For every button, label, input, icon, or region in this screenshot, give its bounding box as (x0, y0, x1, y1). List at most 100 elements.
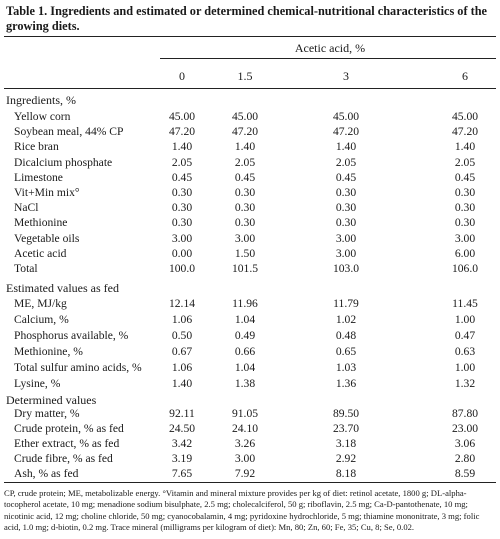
table-row: Vegetable oils 3.00 3.00 3.00 3.00 (0, 232, 500, 246)
column-header: 1.5 (237, 69, 253, 83)
table-cell: 106.0 (451, 262, 479, 275)
table-cell: 2.92 (335, 452, 357, 465)
row-label: Phosphorus available, % (14, 328, 129, 342)
table-row: Crude protein, % as fed 24.50 24.10 23.70 23… (0, 422, 500, 436)
column-header: 3 (343, 69, 349, 83)
table-cell: 89.50 (332, 407, 360, 420)
table-cell: 1.03 (335, 360, 357, 374)
table-cell: 2.05 (335, 155, 357, 169)
table-row: Vit+Min mix° 0.30 0.30 0.30 0.30 (0, 186, 500, 200)
table-cell: 11.79 (333, 297, 359, 310)
table-cell: 1.04 (234, 312, 256, 326)
table-cell: 11.96 (232, 297, 258, 310)
table-cell: 0.50 (171, 328, 193, 342)
table-row: Crude fibre, % as fed 3.19 3.00 2.92 2.80 (0, 452, 500, 466)
table-row: Calcium, % 1.06 1.04 1.02 1.00 (0, 313, 500, 327)
row-label: Methionine, % (14, 344, 83, 358)
table-title: Table 1. Ingredients and estimated or de… (6, 4, 488, 33)
table-cell: 0.30 (171, 186, 193, 199)
table-cell: 101.5 (231, 262, 259, 275)
table-row: Ether extract, % as fed 3.42 3.26 3.18 3.06 (0, 437, 500, 451)
row-label: NaCl (14, 201, 39, 215)
table-cell: 1.06 (171, 360, 193, 374)
table-cell: 0.65 (335, 344, 357, 358)
table-cell: 7.92 (234, 467, 256, 480)
table-row: Total 100.0 101.5 103.0 106.0 (0, 262, 500, 276)
table-cell: 3.19 (171, 452, 193, 465)
row-label: Yellow corn (14, 110, 71, 123)
table-cell: 23.00 (451, 422, 479, 435)
section-heading: Estimated values as fed (6, 281, 119, 295)
table-cell: 45.00 (231, 110, 259, 123)
table-cell: 0.63 (454, 344, 476, 358)
row-label: Methionine (14, 216, 68, 230)
table-cell: 0.47 (454, 328, 476, 342)
table-row: Lysine, % 1.40 1.38 1.36 1.32 (0, 377, 500, 391)
table-cell: 0.49 (234, 328, 256, 342)
row-label: Total (14, 262, 38, 275)
table-cell: 0.30 (234, 216, 256, 230)
table-cell: 2.80 (454, 452, 476, 465)
table-cell: 0.30 (454, 216, 476, 230)
table-cell: 3.18 (335, 437, 357, 450)
table-cell: 45.00 (451, 110, 479, 123)
table-cell: 47.20 (332, 125, 360, 139)
row-label: Total sulfur amino acids, % (14, 360, 142, 374)
row-label: Calcium, % (14, 312, 69, 326)
table-cell: 91.05 (231, 407, 259, 420)
table-cell: 0.66 (234, 344, 256, 358)
row-label: Dicalcium phosphate (14, 155, 113, 169)
table-cell: 3.42 (171, 437, 193, 450)
table-cell: 1.40 (234, 140, 256, 154)
acetic-acid-header: Acetic acid, % (294, 41, 366, 55)
table-row: Total sulfur amino acids, % 1.06 1.04 1.03 1… (0, 361, 500, 375)
table-cell: 0.45 (171, 170, 193, 184)
table-cell: 8.18 (335, 467, 357, 480)
table-row: Rice bran 1.40 1.40 1.40 1.40 (0, 140, 500, 154)
table-cell: 1.00 (454, 312, 476, 326)
row-label: Rice bran (14, 140, 59, 154)
table-cell: 45.00 (168, 110, 196, 123)
row-label: Ether extract, % as fed (14, 437, 120, 450)
table-cell: 2.05 (234, 155, 256, 169)
row-label: Vegetable oils (14, 231, 80, 245)
table-cell: 24.10 (231, 422, 259, 435)
table-cell: 0.30 (234, 186, 256, 199)
table-cell: 3.26 (234, 437, 256, 450)
table-cell: 0.30 (335, 216, 357, 230)
row-label: Dry matter, % (14, 407, 80, 420)
table-cell: 0.67 (171, 344, 193, 358)
table-row: Dry matter, % 92.11 91.05 89.50 87.80 (0, 407, 500, 421)
table-cell: 0.30 (234, 201, 256, 215)
column-header: 0 (179, 69, 185, 83)
table-row: Ash, % as fed 7.65 7.92 8.18 8.59 (0, 467, 500, 481)
table-footnote: CP, crude protein; ME, metabolizable ene… (4, 488, 480, 533)
table-cell: 47.20 (451, 125, 479, 139)
table-cell: 87.80 (451, 407, 479, 420)
section-heading: Ingredients, % (6, 93, 76, 107)
table-cell: 3.00 (454, 231, 476, 245)
table-cell: 100.0 (168, 262, 196, 275)
table-cell: 7.65 (171, 467, 193, 480)
table-row: Methionine, % 0.67 0.66 0.65 0.63 (0, 345, 500, 359)
table-cell: 24.50 (168, 422, 196, 435)
table-cell: 1.40 (171, 376, 193, 390)
table-cell: 0.30 (454, 201, 476, 215)
row-label: Crude protein, % as fed (14, 422, 124, 435)
table-row: Phosphorus available, % 0.50 0.49 0.48 0.47 (0, 329, 500, 343)
row-label: Vit+Min mix° (14, 186, 80, 199)
row-label: Ash, % as fed (14, 467, 79, 480)
top-rule (4, 36, 496, 37)
table-cell: 47.20 (168, 125, 196, 139)
table-cell: 3.00 (171, 231, 193, 245)
row-label: Limestone (14, 170, 63, 184)
table-cell: 3.00 (234, 231, 256, 245)
table-cell: 0.45 (335, 170, 357, 184)
table-cell: 0.30 (335, 186, 357, 199)
bottom-rule (4, 482, 496, 483)
table-cell: 0.30 (171, 216, 193, 230)
table-row: Methionine 0.30 0.30 0.30 0.30 (0, 216, 500, 230)
row-label: Acetic acid (14, 246, 67, 260)
table-cell: 3.06 (454, 437, 476, 450)
table-cell: 1.36 (335, 376, 357, 390)
